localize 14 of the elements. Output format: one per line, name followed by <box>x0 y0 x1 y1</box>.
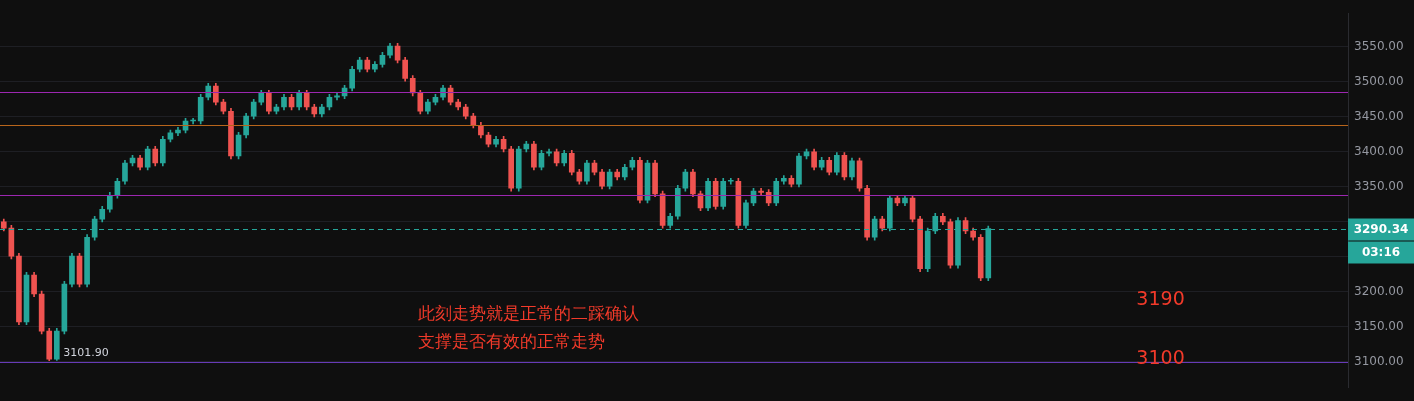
ref-line-label: 3290.34 <box>1353 221 1409 236</box>
y-tick-label: 3100.00 <box>1354 354 1404 369</box>
y-tick-label: 3350.00 <box>1354 178 1404 193</box>
y-tick-label: 3550.00 <box>1354 38 1404 53</box>
y-tick-label: 3150.00 <box>1354 319 1404 334</box>
y-tick-label: 3500.00 <box>1354 73 1404 88</box>
y-tick-label: 3450.00 <box>1354 108 1404 123</box>
y-tick-label: 3400.00 <box>1354 143 1404 158</box>
annotation: 此刻走势就是正常的二踩确认 <box>417 303 639 324</box>
y-tick-label: 3200.00 <box>1354 284 1404 298</box>
annotation: 支撑是否有效的正常走势 <box>417 331 605 352</box>
text: 03:16 <box>1361 244 1401 259</box>
annotation: 3101.90 <box>63 346 109 360</box>
annotation: 3190 <box>1136 286 1185 309</box>
